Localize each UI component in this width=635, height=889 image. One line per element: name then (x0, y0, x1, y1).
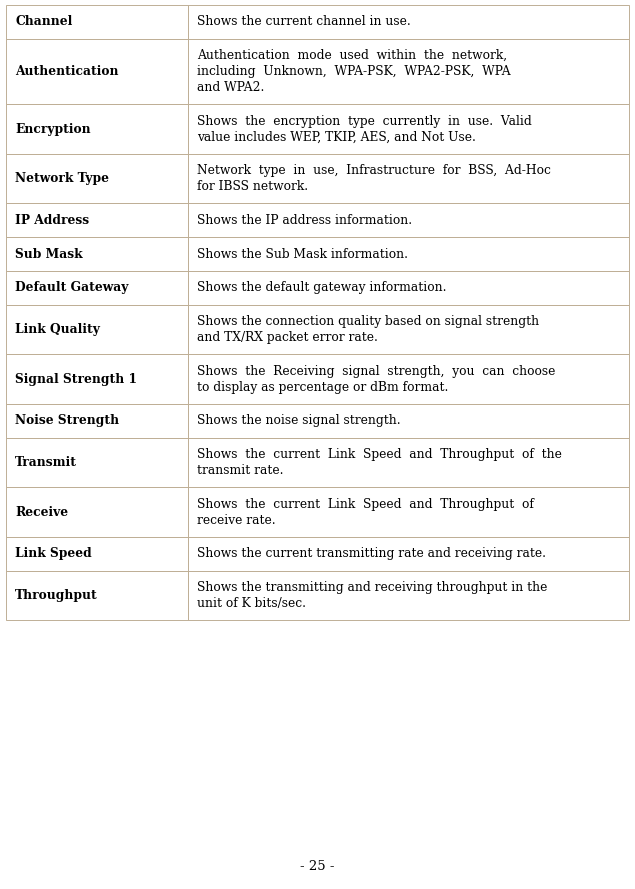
Bar (6, 355, 187, 404)
Text: and TX/RX packet error rate.: and TX/RX packet error rate. (197, 331, 377, 344)
Bar (6, 271, 187, 305)
Text: and WPA2.: and WPA2. (197, 81, 264, 94)
Text: Sub Mask: Sub Mask (15, 248, 83, 260)
Bar (187, 571, 629, 621)
Text: Shows the current transmitting rate and receiving rate.: Shows the current transmitting rate and … (197, 548, 545, 560)
Text: Noise Strength: Noise Strength (15, 414, 119, 428)
Text: including  Unknown,  WPA-PSK,  WPA2-PSK,  WPA: including Unknown, WPA-PSK, WPA2-PSK, WP… (197, 65, 511, 78)
Bar (6, 204, 187, 237)
Text: Authentication: Authentication (15, 65, 119, 78)
Bar (6, 104, 187, 154)
Bar (187, 355, 629, 404)
Text: Receive: Receive (15, 506, 68, 518)
Bar (187, 487, 629, 537)
Text: Shows  the  current  Link  Speed  and  Throughput  of: Shows the current Link Speed and Through… (197, 498, 533, 511)
Text: Shows  the  current  Link  Speed  and  Throughput  of  the: Shows the current Link Speed and Through… (197, 448, 561, 461)
Text: IP Address: IP Address (15, 213, 89, 227)
Bar (187, 5, 629, 39)
Text: unit of K bits/sec.: unit of K bits/sec. (197, 597, 305, 610)
Text: Shows the connection quality based on signal strength: Shows the connection quality based on si… (197, 316, 538, 328)
Text: Shows  the  encryption  type  currently  in  use.  Valid: Shows the encryption type currently in u… (197, 115, 531, 128)
Text: Shows the default gateway information.: Shows the default gateway information. (197, 282, 446, 294)
Bar (187, 437, 629, 487)
Bar (6, 487, 187, 537)
Text: value includes WEP, TKIP, AES, and Not Use.: value includes WEP, TKIP, AES, and Not U… (197, 131, 476, 143)
Text: Authentication  mode  used  within  the  network,: Authentication mode used within the netw… (197, 49, 507, 62)
Bar (187, 537, 629, 571)
Text: Transmit: Transmit (15, 456, 77, 469)
Text: Default Gateway: Default Gateway (15, 282, 128, 294)
Text: Link Quality: Link Quality (15, 323, 100, 336)
Bar (6, 237, 187, 271)
Text: to display as percentage or dBm format.: to display as percentage or dBm format. (197, 380, 448, 394)
Bar (6, 404, 187, 437)
Bar (6, 39, 187, 104)
Text: for IBSS network.: for IBSS network. (197, 180, 308, 193)
Text: Shows the IP address information.: Shows the IP address information. (197, 213, 411, 227)
Text: Signal Strength 1: Signal Strength 1 (15, 372, 137, 386)
Text: receive rate.: receive rate. (197, 514, 275, 526)
Text: Network  type  in  use,  Infrastructure  for  BSS,  Ad-Hoc: Network type in use, Infrastructure for … (197, 164, 551, 177)
Bar (6, 571, 187, 621)
Text: Link Speed: Link Speed (15, 548, 91, 560)
Text: - 25 -: - 25 - (300, 861, 335, 874)
Bar (187, 104, 629, 154)
Bar (6, 305, 187, 355)
Bar (187, 204, 629, 237)
Bar (187, 271, 629, 305)
Bar (6, 537, 187, 571)
Text: Shows the Sub Mask information.: Shows the Sub Mask information. (197, 248, 408, 260)
Bar (187, 237, 629, 271)
Text: Network Type: Network Type (15, 172, 109, 185)
Bar (187, 404, 629, 437)
Text: Channel: Channel (15, 15, 72, 28)
Text: Throughput: Throughput (15, 589, 98, 602)
Text: Shows  the  Receiving  signal  strength,  you  can  choose: Shows the Receiving signal strength, you… (197, 364, 555, 378)
Bar (6, 154, 187, 204)
Bar (6, 5, 187, 39)
Bar (187, 154, 629, 204)
Text: Shows the transmitting and receiving throughput in the: Shows the transmitting and receiving thr… (197, 581, 547, 594)
Bar (187, 305, 629, 355)
Bar (187, 39, 629, 104)
Text: Shows the current channel in use.: Shows the current channel in use. (197, 15, 410, 28)
Text: Shows the noise signal strength.: Shows the noise signal strength. (197, 414, 400, 428)
Text: transmit rate.: transmit rate. (197, 464, 283, 477)
Text: Encryption: Encryption (15, 123, 91, 135)
Bar (6, 437, 187, 487)
